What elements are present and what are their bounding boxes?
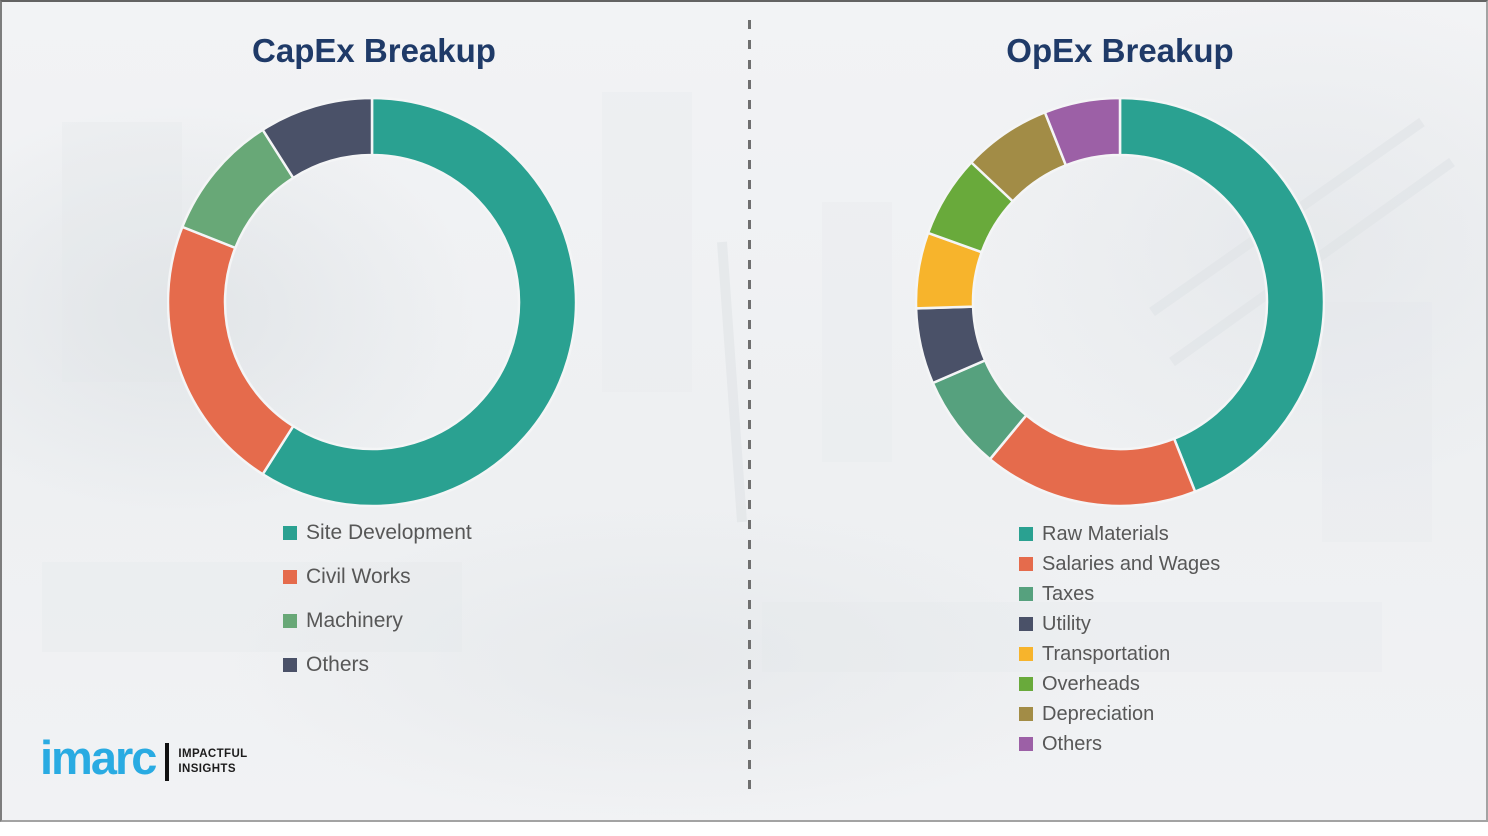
capex-legend: Site Development Civil Works Machinery Othe… <box>283 511 472 687</box>
capex-donut-chart <box>166 96 578 508</box>
legend-label: Transportation <box>1042 642 1171 665</box>
tagline-line1: IMPACTFUL <box>178 747 248 760</box>
legend-label: Raw Materials <box>1042 522 1169 545</box>
donut-segment-civil-works <box>166 225 295 476</box>
legend-item: Civil Works <box>283 555 472 599</box>
opex-chart-title: OpEx Breakup <box>1006 32 1234 69</box>
legend-label: Overheads <box>1042 672 1140 695</box>
legend-label: Machinery <box>306 609 403 632</box>
legend-item: Others <box>283 643 472 687</box>
opex-donut-chart <box>914 96 1326 508</box>
legend-swatch <box>1019 647 1033 661</box>
imarc-logo-divider-bar <box>165 742 170 781</box>
legend-item: Overheads <box>1019 669 1220 699</box>
legend-label: Site Development <box>306 521 472 544</box>
legend-swatch <box>1019 527 1033 541</box>
imarc-logo: imarc IMPACTFUL INSIGHTS <box>40 734 248 785</box>
legend-item: Machinery <box>283 599 472 643</box>
legend-item: Depreciation <box>1019 699 1220 729</box>
legend-label: Civil Works <box>306 565 411 588</box>
legend-label: Others <box>1042 732 1103 755</box>
legend-label: Depreciation <box>1042 702 1155 725</box>
imarc-logo-tagline: IMPACTFUL INSIGHTS <box>178 747 247 777</box>
legend-swatch <box>283 526 297 540</box>
legend-label: Salaries and Wages <box>1042 552 1221 575</box>
donut-segment-raw-materials <box>1118 96 1326 494</box>
legend-item: Site Development <box>283 511 472 555</box>
legend-swatch <box>283 614 297 628</box>
legend-swatch <box>1019 677 1033 691</box>
legend-swatch <box>1019 557 1033 571</box>
legend-swatch <box>1019 737 1033 751</box>
legend-item: Raw Materials <box>1019 519 1220 549</box>
donut-segment-salaries-and-wages <box>988 413 1197 508</box>
legend-item: Others <box>1019 729 1220 759</box>
donut-segment-others <box>260 96 374 180</box>
legend-swatch <box>1019 617 1033 631</box>
legend-item: Utility <box>1019 609 1220 639</box>
panel-divider-dashed-line <box>748 20 751 792</box>
opex-legend: Raw Materials Salaries and Wages Taxes Util… <box>1019 519 1220 759</box>
legend-swatch <box>1019 587 1033 601</box>
legend-swatch <box>283 570 297 584</box>
legend-swatch <box>1019 707 1033 721</box>
legend-item: Taxes <box>1019 579 1220 609</box>
legend-label: Others <box>306 653 370 676</box>
legend-item: Salaries and Wages <box>1019 549 1220 579</box>
legend-label: Utility <box>1042 612 1091 635</box>
imarc-logo-wordmark: imarc <box>40 731 157 784</box>
legend-label: Taxes <box>1042 582 1095 605</box>
donut-svg <box>166 96 578 508</box>
capex-chart-title: CapEx Breakup <box>252 32 496 69</box>
legend-swatch <box>283 658 297 672</box>
donut-segment-others <box>1043 96 1122 167</box>
legend-item: Transportation <box>1019 639 1220 669</box>
tagline-line2: INSIGHTS <box>178 762 236 775</box>
donut-segment-site-development <box>260 96 578 508</box>
donut-svg <box>914 96 1326 508</box>
